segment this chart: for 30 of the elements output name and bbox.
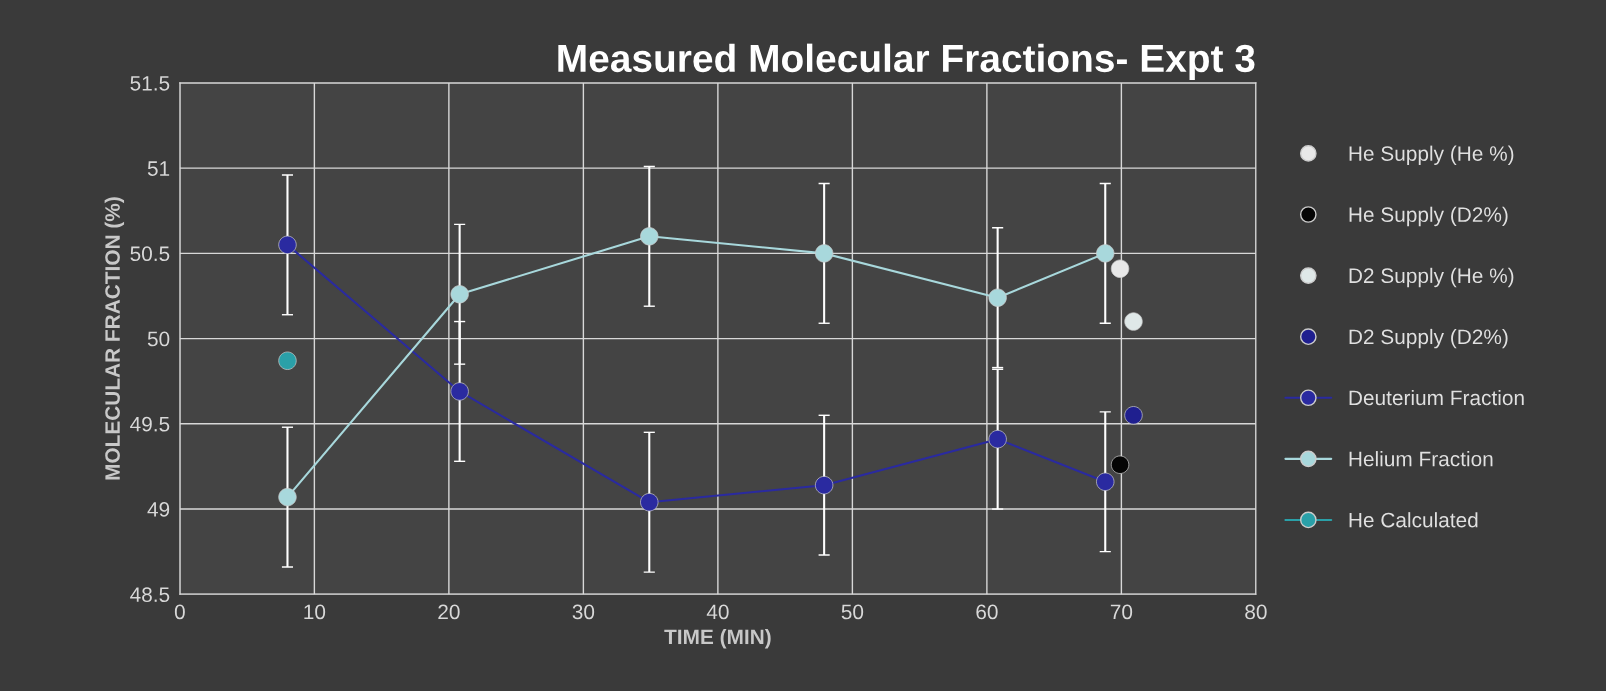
y-tick-label: 49.5 [130,416,170,432]
y-tick-label: 51 [147,161,170,176]
x-axis-title: TIME (MIN) [664,628,771,649]
legend-label: He Supply (D2%) [1349,206,1508,227]
x-tick-label: 60 [976,604,998,620]
y-axis-title: MOLECULAR FRACTION (%) [104,197,125,480]
legend-label: Deuterium Fraction [1349,389,1524,406]
y-tick-label: 51.5 [130,76,170,91]
x-tick-label: 20 [438,604,460,620]
x-tick-label: 0 [174,604,185,620]
y-tick-label: 48.5 [130,587,170,603]
x-tick-label: 70 [1110,604,1133,620]
point [450,382,469,401]
legend-label: D2 Supply (He %) [1349,267,1514,288]
point [1110,259,1130,278]
x-tick-label: 40 [706,604,729,620]
point [278,351,297,370]
x-tick-label: 50 [841,604,864,620]
chart-title: Measured Molecular Fractions- Expt 3 [558,43,1255,80]
legend-label: He Calculated [1349,512,1478,528]
x-tick-label: 80 [1245,604,1267,620]
x-tick-label: 10 [304,604,326,620]
point [988,288,1007,307]
legend-label: Helium Fraction [1349,451,1493,467]
legend-label: D2 Supply (D2%) [1349,328,1508,349]
y-tick-label: 50 [147,331,170,347]
x-tick-label: 30 [572,604,595,620]
legend-label: He Supply (He %) [1349,145,1514,166]
y-tick-label: 50.5 [130,246,170,262]
y-tick-label: 49 [147,502,170,517]
